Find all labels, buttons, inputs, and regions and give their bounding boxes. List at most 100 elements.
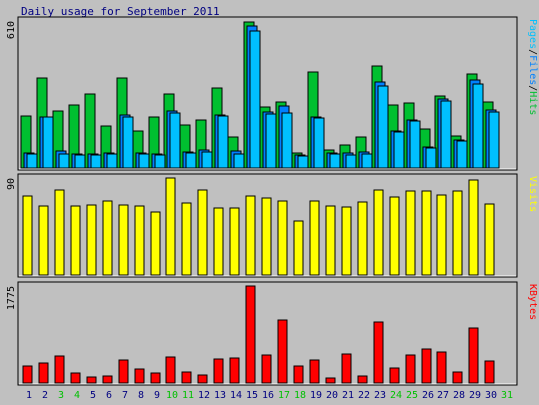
x-axis: 1 2 3 4 5 6 7 8 9 10 11 12 13 14 15 16 17 18 19 20 21 22 23 24 2… (26, 390, 513, 401)
x-tick-label: 4 (74, 390, 80, 401)
bar-visits-day-23 (373, 189, 384, 276)
bar-kbytes-day-4 (70, 372, 81, 384)
bar-pages-day-17 (281, 112, 293, 169)
x-tick-label: 5 (90, 390, 96, 401)
x-tick-label: 10 (166, 390, 178, 401)
x-tick-label: 20 (326, 390, 338, 401)
legend-entry: Visits (527, 176, 538, 212)
legend-kbytes: KBytes (527, 284, 538, 320)
bar-pages-day-26 (425, 147, 437, 169)
bar-pages-day-28 (456, 140, 468, 169)
x-tick-label: 26 (422, 390, 434, 401)
bar-pages-day-3 (58, 153, 70, 169)
bar-pages-day-21 (345, 154, 357, 169)
y-max-label: 1775 (6, 286, 17, 310)
bar-visits-day-10 (165, 177, 176, 276)
bar-visits-day-26 (421, 190, 432, 276)
bar-visits-day-27 (436, 194, 447, 276)
legend-entry: KBytes (527, 284, 538, 320)
bar-kbytes-day-15 (245, 285, 256, 384)
bar-pages-day-22 (361, 153, 373, 169)
bar-pages-day-19 (313, 117, 325, 169)
bar-kbytes-day-19 (309, 359, 320, 384)
bar-kbytes-day-23 (373, 321, 384, 384)
bar-pages-day-15 (249, 30, 261, 169)
x-tick-label: 18 (294, 390, 306, 401)
bar-pages-day-30 (488, 111, 500, 169)
bar-pages-day-9 (154, 154, 166, 169)
bar-pages-day-13 (217, 115, 229, 169)
bar-visits-day-3 (54, 189, 65, 276)
x-tick-label: 15 (246, 390, 258, 401)
x-tick-label: 16 (262, 390, 274, 401)
panel-kbytes: 1775 KBytes (6, 281, 538, 386)
bar-kbytes-day-8 (134, 368, 145, 384)
bar-pages-day-5 (90, 154, 102, 169)
panel-hits-files-pages: 610 Pages/Files/Hits (6, 16, 538, 171)
bar-pages-day-29 (472, 83, 484, 169)
x-tick-label: 2 (42, 390, 48, 401)
chart-title: Daily usage for September 2011 (21, 5, 220, 18)
x-tick-label: 25 (406, 390, 418, 401)
bar-visits-day-29 (468, 179, 479, 276)
x-tick-label: 6 (106, 390, 112, 401)
bar-kbytes-day-22 (357, 375, 368, 384)
bar-visits-day-4 (70, 205, 81, 276)
x-tick-label: 22 (358, 390, 370, 401)
x-tick-label: 24 (390, 390, 402, 401)
x-tick-label: 21 (342, 390, 354, 401)
bar-kbytes-day-5 (86, 376, 97, 384)
y-max-label: 610 (6, 21, 17, 39)
bar-pages-day-4 (74, 154, 86, 169)
bar-kbytes-day-21 (341, 353, 352, 384)
x-tick-label: 3 (58, 390, 64, 401)
bar-pages-day-27 (440, 100, 452, 169)
x-tick-label: 17 (278, 390, 290, 401)
bar-kbytes-day-24 (389, 367, 400, 384)
bar-pages-day-12 (201, 151, 213, 169)
bar-visits-day-17 (277, 200, 288, 276)
x-tick-label: 9 (154, 390, 160, 401)
x-tick-label: 23 (374, 390, 386, 401)
bar-visits-day-13 (213, 207, 224, 276)
bar-kbytes-day-11 (181, 371, 192, 384)
bar-visits-day-12 (197, 189, 208, 276)
bar-visits-day-21 (341, 206, 352, 276)
bar-visits-day-25 (405, 190, 416, 276)
bar-visits-day-1 (22, 195, 33, 276)
x-tick-label: 28 (453, 390, 465, 401)
bar-kbytes-day-27 (436, 351, 447, 384)
x-tick-label: 12 (198, 390, 210, 401)
bar-visits-day-14 (229, 207, 240, 276)
legend-entry: Pages (527, 19, 538, 49)
legend-entry: / (527, 49, 538, 55)
bar-pages-day-16 (265, 113, 277, 169)
bar-pages-day-20 (329, 153, 341, 169)
bar-pages-day-1 (26, 153, 38, 169)
bar-visits-day-30 (484, 203, 495, 276)
bar-visits-day-2 (38, 205, 49, 276)
bar-visits-day-19 (309, 200, 320, 276)
bar-pages-day-14 (233, 153, 245, 169)
x-tick-label: 19 (310, 390, 322, 401)
panel-visits: 90 Visits (6, 173, 538, 278)
bar-kbytes-day-26 (421, 348, 432, 384)
x-tick-label: 31 (501, 390, 513, 401)
x-tick-label: 30 (485, 390, 497, 401)
legend-entry: Hits (527, 91, 538, 115)
bar-pages-day-6 (106, 153, 118, 169)
legend-visits: Visits (527, 176, 538, 212)
bar-visits-day-24 (389, 196, 400, 276)
legend-entry: / (527, 85, 538, 91)
bar-visits-day-6 (102, 200, 113, 276)
bar-pages-day-7 (122, 116, 134, 169)
y-max-label: 90 (6, 178, 17, 190)
bar-pages-day-8 (138, 153, 150, 169)
bar-kbytes-day-10 (165, 356, 176, 384)
x-tick-label: 14 (230, 390, 242, 401)
bar-kbytes-day-12 (197, 374, 208, 384)
bar-pages-day-11 (185, 152, 197, 169)
bar-visits-day-9 (150, 211, 161, 276)
